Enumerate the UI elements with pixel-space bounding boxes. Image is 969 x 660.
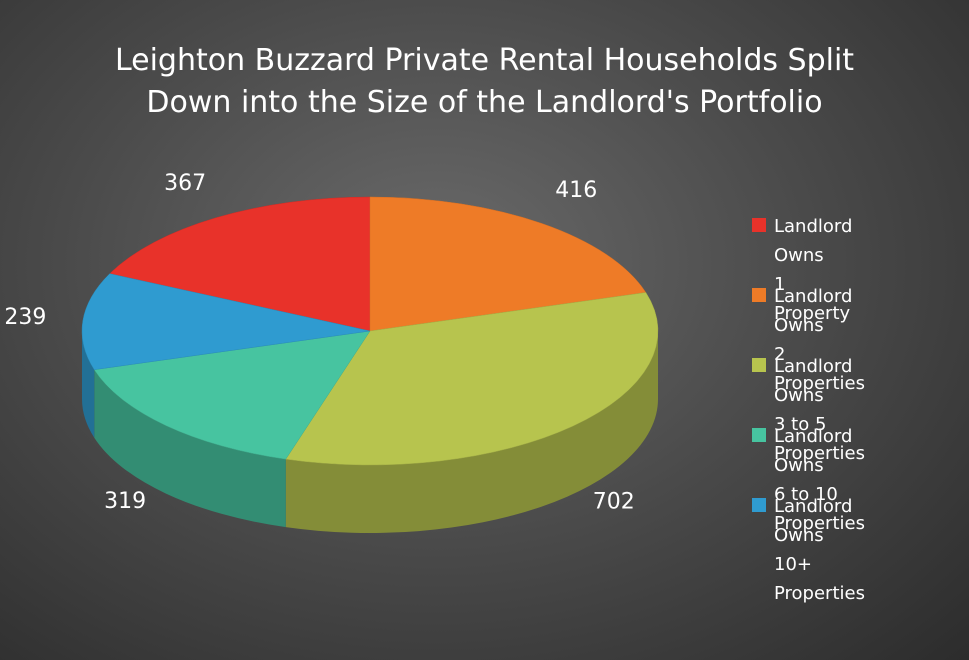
legend-label: Landlord Owns 2 Properties [774, 286, 865, 394]
legend-swatch [752, 218, 766, 232]
legend-swatch [752, 498, 766, 512]
legend-swatch [752, 358, 766, 372]
data-label: 416 [555, 178, 597, 203]
slice [285, 292, 659, 466]
slice-side [94, 369, 286, 528]
data-label: 367 [164, 171, 206, 196]
slice [81, 273, 371, 370]
legend-label: Landlord Owns 10+ Properties [774, 496, 865, 604]
slice-side [285, 331, 658, 533]
legend-swatch [752, 288, 766, 302]
slice [369, 196, 647, 332]
legend-label: Landlord Owns 1 Property [774, 216, 853, 324]
slice [109, 196, 371, 332]
slice [93, 330, 371, 460]
legend-label: Landlord Owns 6 to 10 Properties [774, 426, 865, 534]
chart-title: Leighton Buzzard Private Rental Househol… [114, 43, 855, 120]
slice-side [82, 331, 95, 438]
data-label: 702 [593, 490, 635, 515]
legend-swatch [752, 428, 766, 442]
legend-label: Landlord Owns 3 to 5 Properties [774, 356, 865, 464]
data-label: 319 [104, 489, 146, 514]
data-label: 239 [4, 305, 46, 330]
